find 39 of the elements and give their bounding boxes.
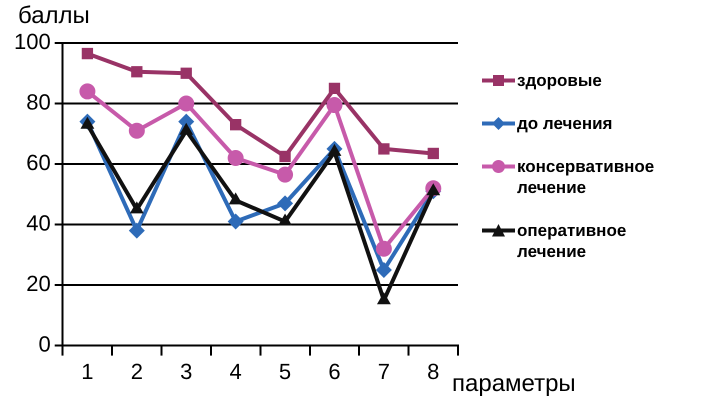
point xyxy=(228,214,244,230)
point xyxy=(178,96,194,112)
x-tick-label: 2 xyxy=(130,358,143,384)
point xyxy=(376,262,392,278)
legend-label: здоровые xyxy=(517,70,602,91)
point xyxy=(79,83,96,100)
y-tick-label: 60 xyxy=(26,150,51,176)
x-tick-label: 5 xyxy=(278,358,292,384)
point xyxy=(277,166,294,183)
point xyxy=(131,66,142,78)
y-tick-label: 40 xyxy=(26,210,51,236)
point xyxy=(128,222,145,239)
point xyxy=(326,97,342,114)
point xyxy=(378,143,390,155)
point xyxy=(228,150,244,166)
y-tick-label: 80 xyxy=(26,90,51,115)
y-tick-label: 100 xyxy=(14,29,51,54)
point xyxy=(230,119,242,130)
legend-label: консервативное лечение xyxy=(517,156,656,198)
legend-label: оперативное лечение xyxy=(517,220,628,262)
point xyxy=(279,150,291,162)
y-axis-title: баллы xyxy=(18,2,90,30)
point xyxy=(277,195,294,212)
x-tick-label: 6 xyxy=(328,358,341,384)
x-tick-label: 8 xyxy=(427,358,440,384)
point xyxy=(328,82,340,94)
x-axis-title: параметры xyxy=(452,370,576,398)
y-tick-label: 20 xyxy=(26,271,51,296)
point xyxy=(128,122,145,139)
point xyxy=(428,148,439,160)
x-tick-label: 4 xyxy=(230,358,242,384)
point xyxy=(82,48,94,60)
x-tick-label: 1 xyxy=(81,358,94,384)
legend-label: до лечения xyxy=(517,113,612,134)
x-tick-label: 7 xyxy=(378,358,390,384)
y-tick-label: 0 xyxy=(38,332,51,357)
point xyxy=(180,68,192,79)
point xyxy=(376,240,392,257)
x-tick-label: 3 xyxy=(180,358,192,384)
